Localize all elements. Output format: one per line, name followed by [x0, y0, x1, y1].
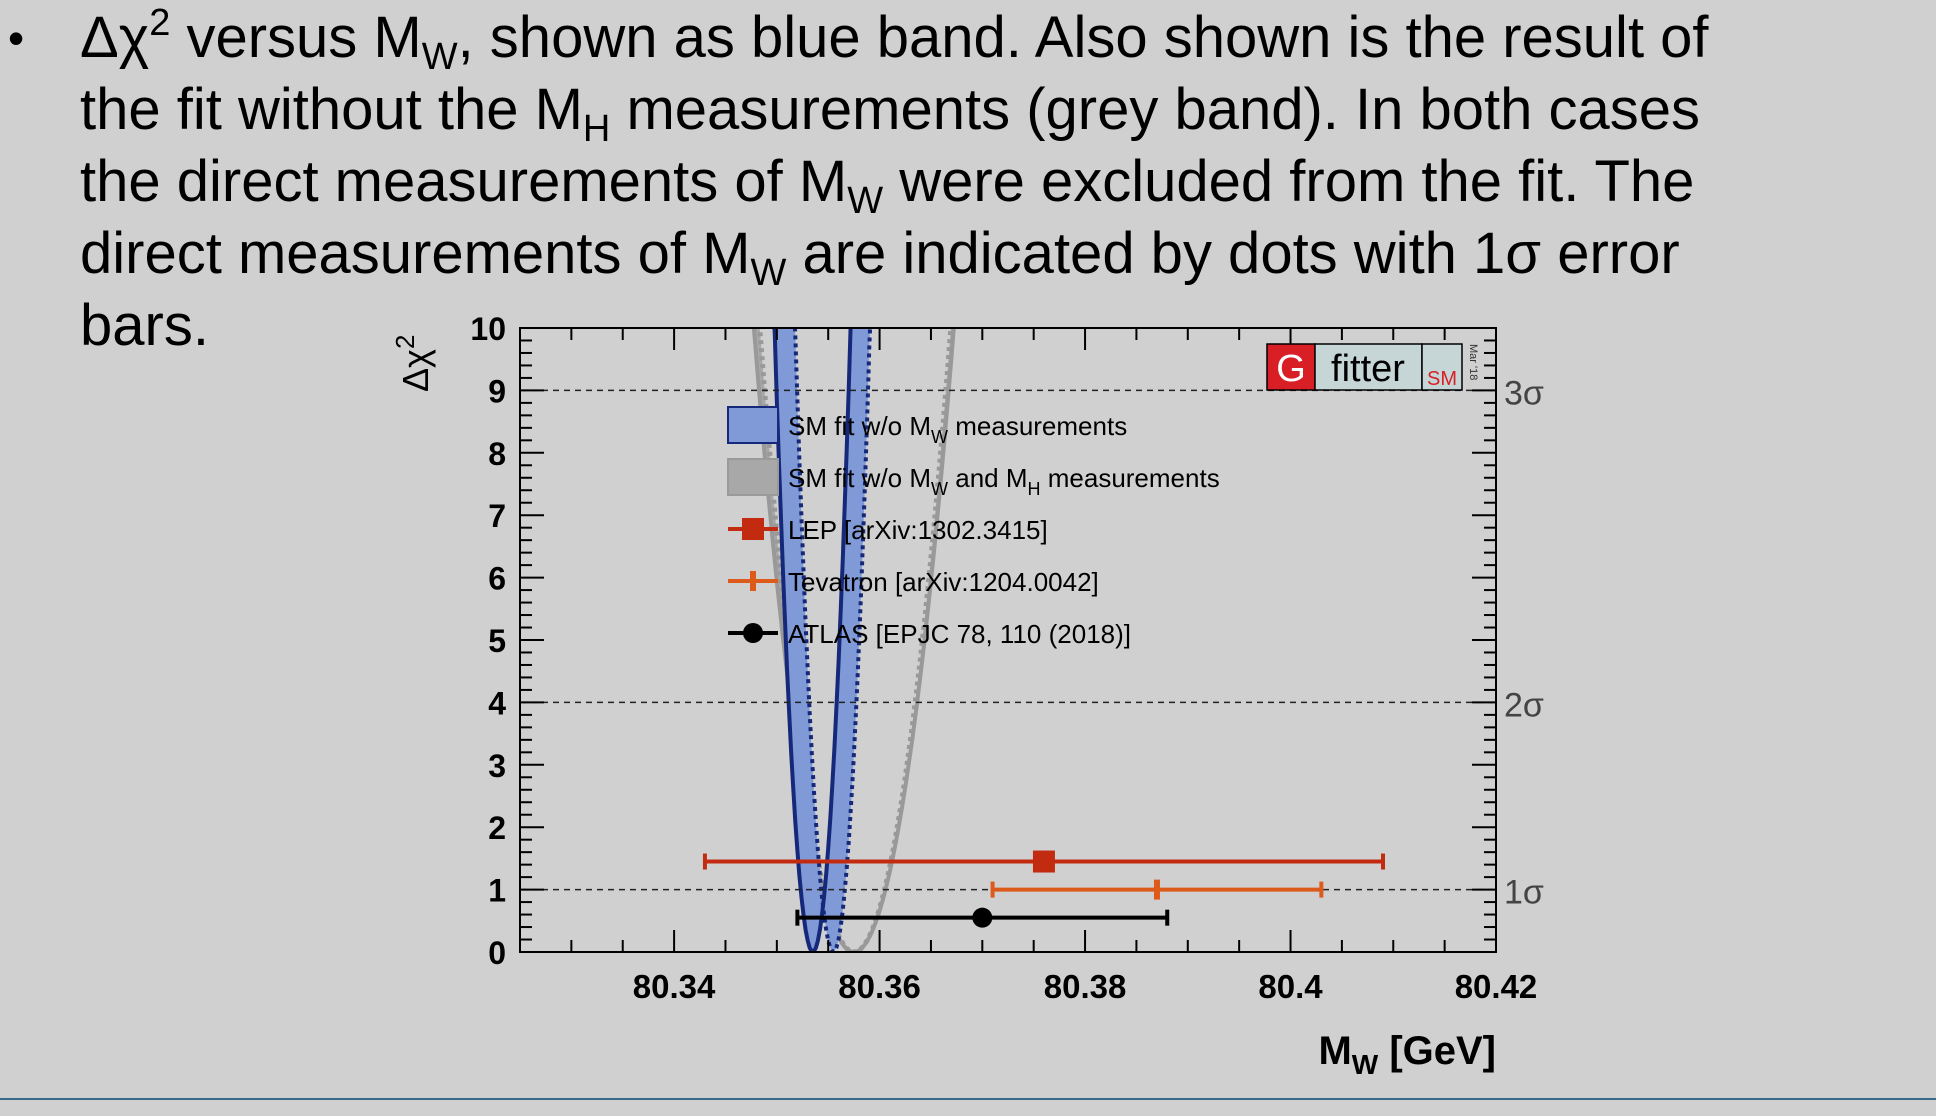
- y-tick-label: 1: [488, 873, 506, 909]
- y-tick-label: 7: [488, 498, 506, 534]
- logo-sm-box: [1421, 343, 1463, 391]
- measurement-marker-circle: [972, 907, 993, 928]
- y-tick-label: 8: [488, 436, 506, 472]
- logo-g-box: [1266, 343, 1316, 391]
- text-run: versus M: [170, 5, 422, 70]
- logo-fitter-text: fitter: [1331, 348, 1405, 390]
- x-tick-label: 80.34: [633, 968, 716, 1005]
- plot-area: [520, 328, 1496, 952]
- y-axis-label-main: Δχ: [395, 349, 436, 392]
- slide-text-line: bars.: [80, 290, 1920, 362]
- legend-text-run: measurements: [948, 411, 1127, 441]
- y-tick-label: 9: [488, 373, 506, 409]
- legend-subscript: W: [931, 479, 948, 499]
- logo-g-letter: G: [1276, 348, 1306, 390]
- legend-entry-label: Tevatron [arXiv:1204.0042]: [788, 567, 1099, 597]
- plot-content: [751, 328, 956, 952]
- sigma-label: 2σ: [1504, 686, 1544, 724]
- legend-entry-label: LEP [arXiv:1302.3415]: [788, 515, 1048, 545]
- legend-entry-label: SM fit w/o MW and MH measurements: [788, 463, 1220, 499]
- legend-entry-label: SM fit w/o MW measurements: [788, 411, 1127, 447]
- y-tick-label: 3: [488, 748, 506, 784]
- legend-entry-label: ATLAS [EPJC 78, 110 (2018)]: [788, 619, 1131, 649]
- text-run: measurements (grey band). In both cases: [610, 77, 1701, 142]
- x-axis-label-sub: W: [1352, 1049, 1379, 1080]
- x-axis-label: MW [GeV]: [1318, 1029, 1496, 1080]
- legend-text-run: and M: [948, 463, 1028, 493]
- superscript: 2: [149, 2, 171, 44]
- text-run: the fit without the M: [80, 77, 583, 142]
- text-run: Δχ: [80, 5, 150, 70]
- y-tick-label: 6: [488, 561, 506, 597]
- subscript: W: [847, 180, 884, 222]
- legend-subscript: W: [931, 427, 948, 447]
- y-tick-label: 5: [488, 623, 506, 659]
- slide-text-line: the fit without the MH measurements (gre…: [80, 74, 1920, 148]
- logo-sm-text: SM: [1427, 368, 1457, 390]
- legend-text-run: measurements: [1041, 463, 1220, 493]
- text-run: direct measurements of M: [80, 221, 751, 286]
- x-axis-label-main: M: [1318, 1029, 1351, 1073]
- x-tick-label: 80.42: [1455, 968, 1538, 1005]
- legend-text-run: SM fit w/o M: [788, 463, 931, 493]
- text-run: were excluded from the fit. The: [883, 149, 1695, 214]
- legend-text-run: SM fit w/o M: [788, 411, 931, 441]
- measurement-marker-square: [1032, 850, 1055, 873]
- logo-date-text: Mar '18: [1467, 344, 1479, 380]
- y-axis-label: Δχ2: [390, 335, 436, 392]
- legend-marker-square: [742, 518, 764, 540]
- subscript: H: [582, 108, 611, 150]
- slide-bullet-text: Δχ2 versus MW, shown as blue band. Also …: [80, 2, 1920, 362]
- slide-bottom-rule: [0, 1098, 1936, 1100]
- legend-subscript: H: [1028, 479, 1041, 499]
- slide-text-line: direct measurements of MW are indicated …: [80, 218, 1920, 292]
- x-axis-label-unit: [GeV]: [1378, 1029, 1496, 1073]
- logo-fitter-box: [1314, 343, 1423, 391]
- slide-text-line: Δχ2 versus MW, shown as blue band. Also …: [80, 2, 1920, 76]
- bullet-marker: •: [8, 12, 25, 64]
- x-tick-label: 80.4: [1258, 968, 1323, 1005]
- y-tick-label: 2: [488, 810, 506, 846]
- y-tick-label: 4: [488, 685, 506, 721]
- y-axis-label-sup: 2: [390, 335, 420, 349]
- legend-swatch: [727, 406, 779, 444]
- x-tick-label: 80.38: [1044, 968, 1127, 1005]
- slide-text-line: the direct measurements of MW were exclu…: [80, 146, 1920, 220]
- legend-swatch: [727, 458, 779, 496]
- text-run: are indicated by dots with 1σ error: [786, 221, 1680, 286]
- legend-marker-circle: [743, 623, 763, 643]
- subscript: W: [421, 36, 458, 78]
- subscript: W: [750, 252, 787, 294]
- y-tick-label: 10: [470, 311, 506, 347]
- sigma-label: 1σ: [1504, 874, 1544, 912]
- x-tick-label: 80.36: [838, 968, 921, 1005]
- y-tick-label: 0: [488, 935, 506, 971]
- text-run: , shown as blue band. Also shown is the …: [457, 5, 1709, 70]
- text-run: bars.: [80, 293, 209, 358]
- text-run: the direct measurements of M: [80, 149, 848, 214]
- sigma-label: 3σ: [1504, 374, 1544, 412]
